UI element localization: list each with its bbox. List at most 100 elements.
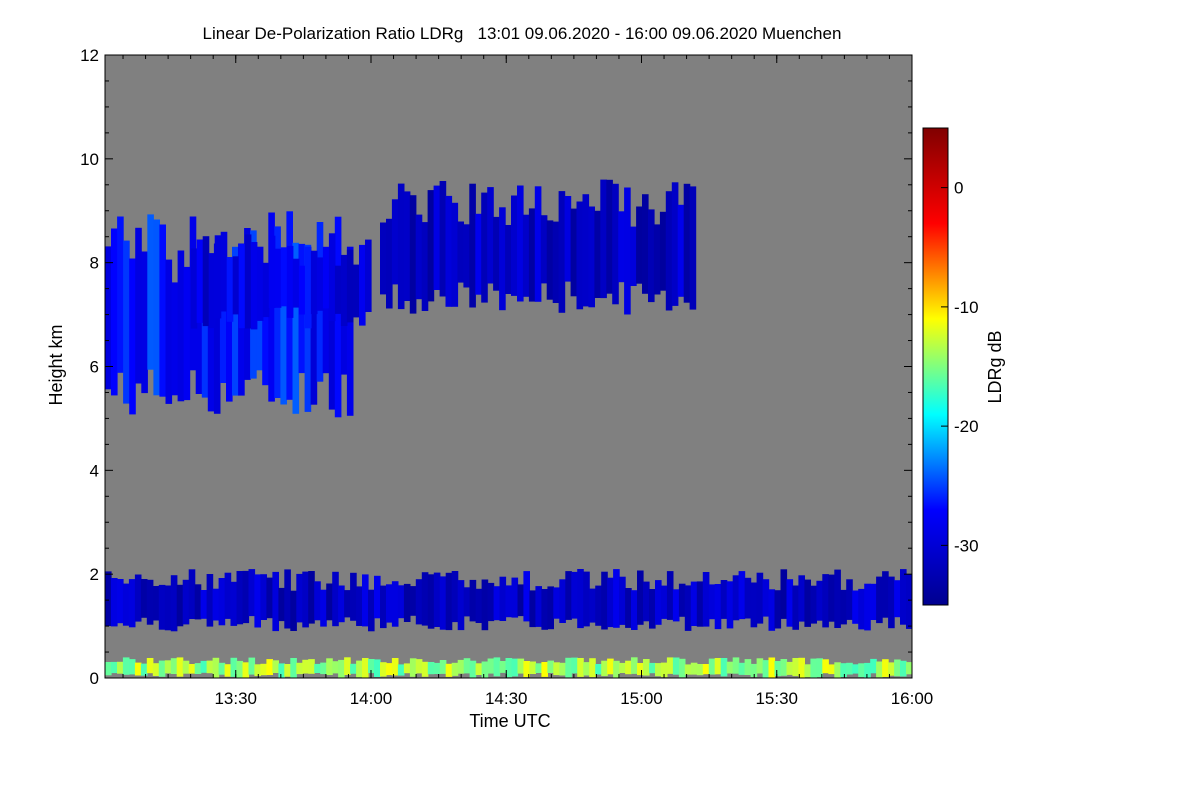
feature-cell <box>409 586 417 616</box>
feature-cell <box>499 207 506 311</box>
colorbar-tick-label: 0 <box>954 179 963 198</box>
feature-cell <box>870 658 877 674</box>
feature-cell <box>397 183 405 310</box>
feature-cell <box>840 589 847 625</box>
feature-cell <box>188 569 196 619</box>
feature-cell <box>152 586 160 621</box>
feature-cell <box>190 248 198 329</box>
feature-cell <box>183 266 191 401</box>
feature-cell <box>409 658 417 677</box>
feature-cell <box>158 660 166 677</box>
x-axis: 13:30 14:00 14:30 15:00 15:30 16:00 <box>122 55 933 708</box>
feature-cell <box>732 657 740 674</box>
feature-cell <box>365 239 372 312</box>
feature-cell <box>493 586 501 621</box>
feature-cell <box>816 658 823 678</box>
feature-cell <box>274 226 281 398</box>
feature-cell <box>292 258 300 308</box>
feature-cell <box>631 590 638 630</box>
feature-cell <box>386 663 393 676</box>
feature-cell <box>523 661 530 677</box>
y-tick-label: 8 <box>90 254 99 273</box>
feature-cell <box>338 585 345 623</box>
feature-cell <box>762 660 770 678</box>
feature-cell <box>308 571 315 624</box>
feature-cell <box>762 579 770 617</box>
feature-cell <box>469 579 477 622</box>
feature-cell <box>451 571 459 623</box>
feature-cell <box>481 661 489 678</box>
feature-cell <box>158 584 166 630</box>
feature-cell <box>619 576 626 625</box>
feature-cell <box>177 250 185 402</box>
feature-cell <box>517 185 524 302</box>
feature-cell <box>666 571 674 620</box>
feature-cell <box>588 206 595 308</box>
feature-cell <box>511 577 519 618</box>
feature-cell <box>696 664 704 676</box>
feature-cell <box>316 257 324 311</box>
feature-cell <box>415 579 423 625</box>
feature-cell <box>607 577 614 628</box>
feature-cell <box>344 657 351 675</box>
colorbar-tick-label: -30 <box>954 536 979 555</box>
feature-cell <box>678 583 686 617</box>
feature-cell <box>594 210 601 298</box>
feature-cell <box>338 659 345 678</box>
feature-cell <box>304 246 312 329</box>
feature-cell <box>310 250 318 315</box>
feature-cell <box>535 663 542 673</box>
feature-cell <box>194 584 202 620</box>
feature-cell <box>475 663 483 675</box>
feature-cell <box>346 246 354 416</box>
feature-cell <box>403 583 411 622</box>
feature-cell <box>547 660 554 673</box>
feature-cell <box>445 663 453 677</box>
feature-cell <box>683 183 691 303</box>
feature-cell <box>529 661 536 674</box>
feature-cell <box>469 183 476 308</box>
feature-cell <box>876 661 883 678</box>
feature-cell <box>487 658 495 674</box>
feature-cell <box>310 275 318 405</box>
feature-cell <box>176 584 184 627</box>
feature-cell <box>274 248 282 308</box>
feature-cell <box>505 225 512 294</box>
feature-cell <box>146 658 154 674</box>
feature-upper-cirrus-streaks <box>380 179 697 315</box>
feature-cell <box>140 663 148 676</box>
x-tick-label: 15:30 <box>755 689 798 708</box>
colorbar-tick-label: -20 <box>954 417 979 436</box>
feature-cell <box>415 214 423 300</box>
feature-cirrus-fallstreaks <box>190 231 372 330</box>
feature-cell <box>421 661 429 677</box>
feature-cell <box>439 181 447 297</box>
feature-cell <box>529 590 536 628</box>
feature-cell <box>786 661 794 675</box>
feature-cell <box>846 662 853 675</box>
feature-cell <box>250 242 258 330</box>
feature-cell <box>140 579 148 618</box>
feature-cell <box>146 579 154 625</box>
feature-cell <box>164 585 172 631</box>
feature-cell <box>286 245 294 318</box>
feature-cell <box>268 235 276 308</box>
feature-cell <box>117 661 124 674</box>
feature-cell <box>218 662 226 675</box>
feature-near-surface-aerosol <box>105 657 912 678</box>
feature-cell <box>678 658 686 678</box>
feature-cell <box>248 569 256 617</box>
feature-cell <box>528 208 536 302</box>
feature-cell <box>123 240 130 404</box>
feature-cell <box>117 579 124 624</box>
feature-cell <box>244 234 252 329</box>
feature-cell <box>206 660 214 674</box>
feature-cell <box>451 202 459 307</box>
feature-cell <box>278 663 285 678</box>
feature-cell <box>427 190 435 302</box>
feature-cell <box>744 577 752 619</box>
feature-cell <box>653 224 661 295</box>
feature-cell <box>648 209 655 303</box>
feature-cell <box>226 280 233 402</box>
